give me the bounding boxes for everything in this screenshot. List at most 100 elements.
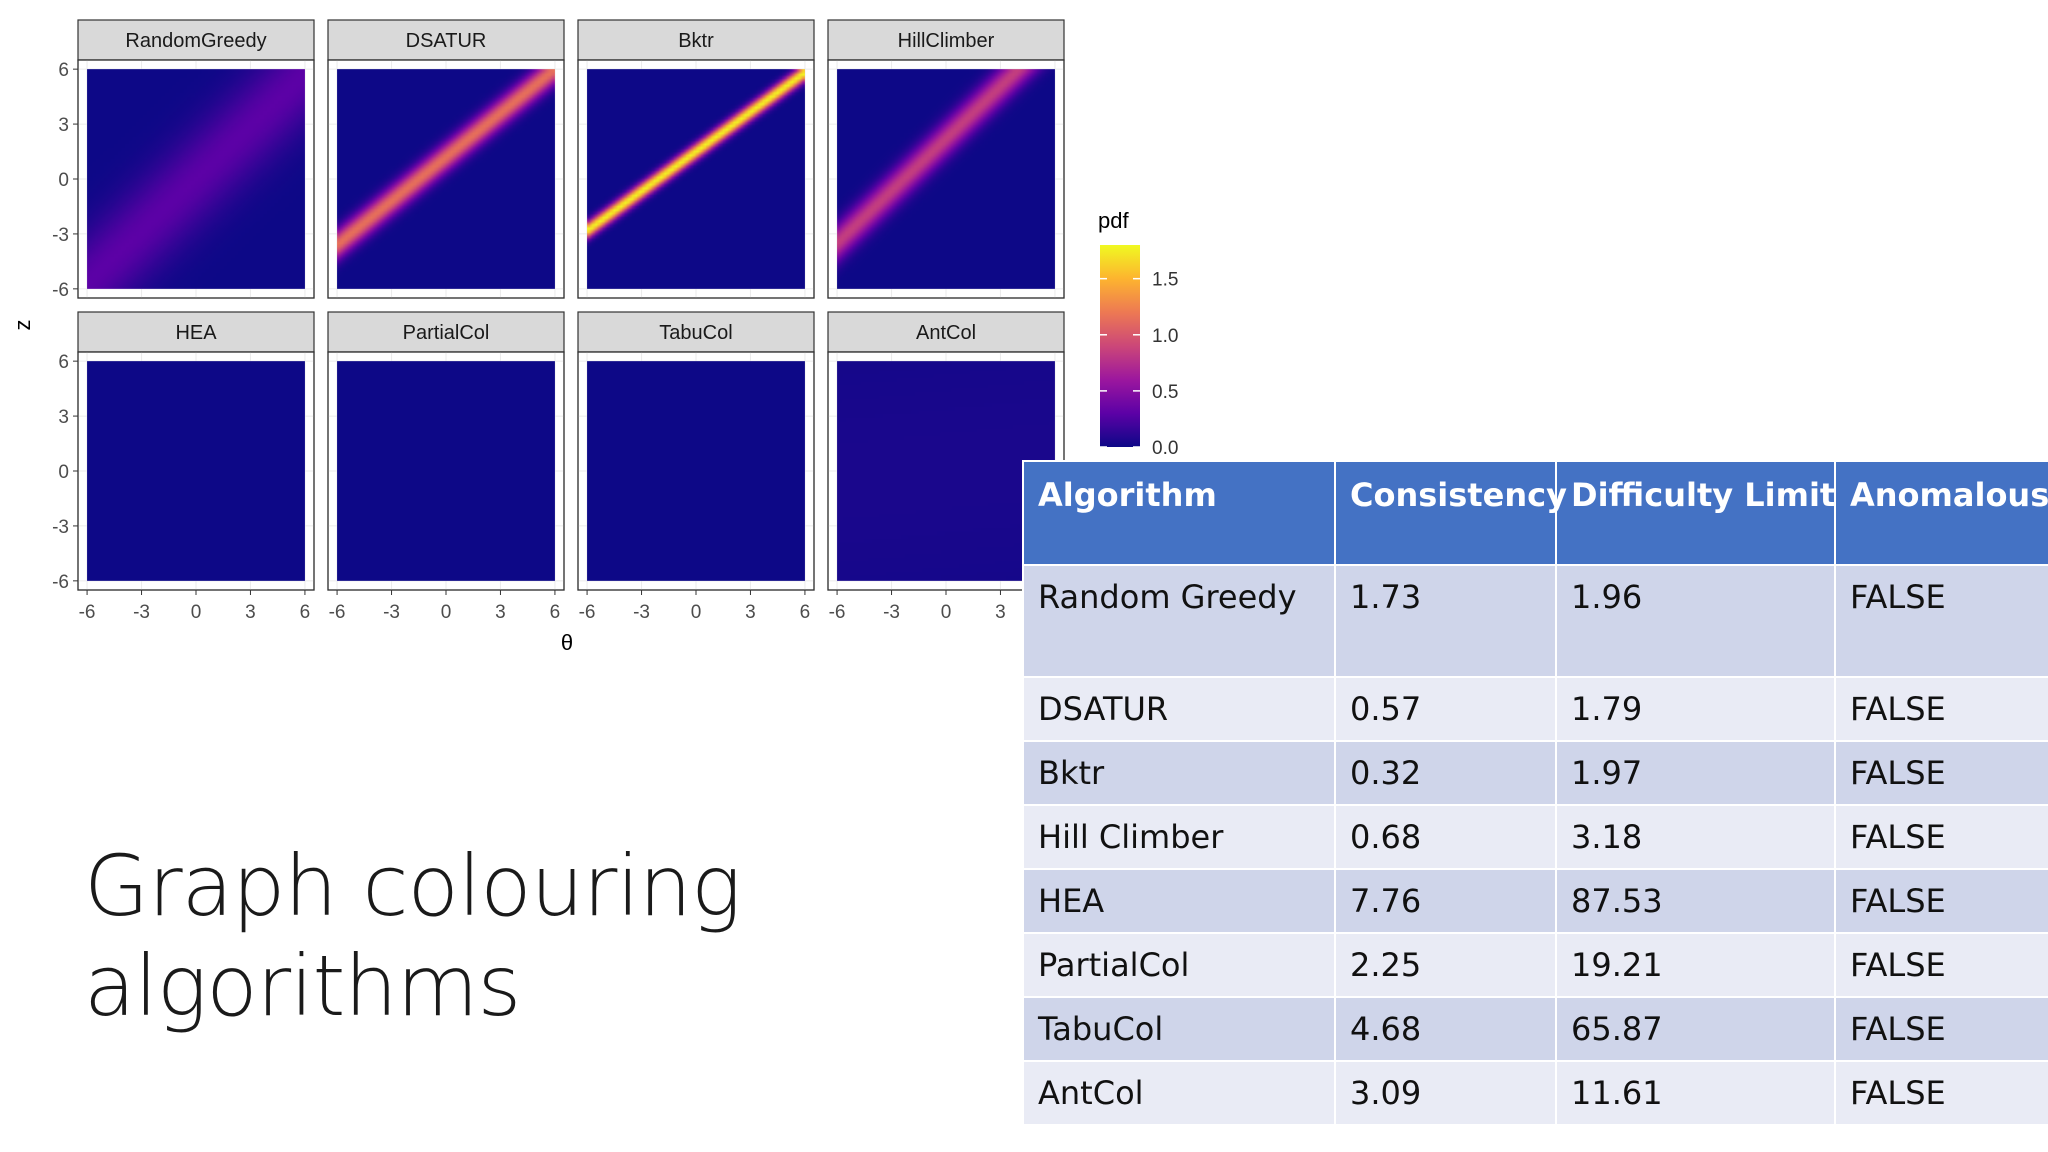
- y-tick-label: -3: [52, 517, 69, 538]
- x-tick-label: 6: [300, 602, 311, 623]
- x-tick-label: -6: [329, 602, 346, 623]
- table-cell: 4.68: [1334, 996, 1557, 1062]
- table-row: AntCol 3.09 11.61 FALSE: [1022, 1060, 2048, 1126]
- table-cell: 0.57: [1334, 676, 1557, 742]
- table-cell: 7.76: [1334, 868, 1557, 934]
- facet-strip-label: HillClimber: [898, 30, 995, 52]
- y-tick-label: 3: [58, 407, 69, 428]
- facet-strip-label: RandomGreedy: [125, 30, 266, 52]
- slide-title: Graph colouring algorithms: [84, 837, 741, 1035]
- table-cell: 2.25: [1334, 932, 1557, 998]
- facet-strip: [77, 311, 315, 353]
- legend-tick-label: 0.5: [1152, 382, 1178, 403]
- table-cell: 0.32: [1334, 740, 1557, 806]
- heatmap-raster: [87, 361, 305, 581]
- table-header-cell: Consistency: [1334, 460, 1567, 566]
- table-cell: FALSE: [1834, 932, 2048, 998]
- y-tick-label: -6: [52, 280, 69, 301]
- legend-title: pdf: [1098, 208, 1129, 233]
- y-tick-label: 6: [58, 60, 69, 81]
- x-tick-label: -3: [383, 602, 400, 623]
- table-cell: HEA: [1022, 868, 1336, 934]
- x-tick-label: 3: [245, 602, 256, 623]
- x-tick-label: 3: [495, 602, 506, 623]
- x-axis-title: θ: [561, 630, 573, 655]
- x-tick-label: -6: [79, 602, 96, 623]
- table-header-cell: Anomalous: [1834, 460, 2048, 566]
- y-tick-label: 3: [58, 115, 69, 136]
- heatmap-raster: [87, 69, 305, 289]
- facet-strip-label: Bktr: [678, 30, 714, 52]
- table-cell: FALSE: [1834, 996, 2048, 1062]
- table-cell: 1.96: [1555, 564, 1836, 678]
- y-tick-label: 6: [58, 352, 69, 373]
- table-cell: FALSE: [1834, 1060, 2048, 1126]
- table-cell: Hill Climber: [1022, 804, 1336, 870]
- x-tick-label: -3: [633, 602, 650, 623]
- heatmap-raster: [837, 361, 1055, 581]
- table-cell: 0.68: [1334, 804, 1557, 870]
- table-row: DSATUR 0.57 1.79 FALSE: [1022, 676, 2048, 742]
- table-cell: 11.61: [1555, 1060, 1836, 1126]
- table-cell: 19.21: [1555, 932, 1836, 998]
- table-cell: FALSE: [1834, 564, 2048, 678]
- table-cell: 3.18: [1555, 804, 1836, 870]
- facet-strip-label: PartialCol: [403, 322, 490, 344]
- heatmap-raster: [587, 69, 805, 289]
- facet-strip-label: AntCol: [916, 322, 976, 344]
- facet-strip-label: HEA: [175, 322, 217, 344]
- table-cell: PartialCol: [1022, 932, 1336, 998]
- x-tick-label: -6: [579, 602, 596, 623]
- facet-strip: [577, 311, 815, 353]
- legend-colorbar: [1100, 245, 1140, 447]
- y-tick-label: -3: [52, 225, 69, 246]
- x-tick-label: -3: [133, 602, 150, 623]
- table-row: Hill Climber 0.68 3.18 FALSE: [1022, 804, 2048, 870]
- table-cell: FALSE: [1834, 676, 2048, 742]
- heatmap-raster: [837, 69, 1055, 289]
- table-cell: 65.87: [1555, 996, 1836, 1062]
- table-cell: 3.09: [1334, 1060, 1557, 1126]
- table-cell: DSATUR: [1022, 676, 1336, 742]
- y-tick-label: 0: [58, 170, 69, 191]
- facet-strip-label: DSATUR: [406, 30, 487, 52]
- facet-strip: [827, 19, 1065, 61]
- x-tick-label: 0: [441, 602, 452, 623]
- y-tick-label: -6: [52, 572, 69, 593]
- facet-heatmap-chart: RandomGreedy -6 -3 0 3 6 DSATUR Bktr HillClimber…: [10, 19, 1178, 655]
- facet-strip: [327, 19, 565, 61]
- x-tick-label: 0: [941, 602, 952, 623]
- table-cell: Bktr: [1022, 740, 1336, 806]
- table-cell: AntCol: [1022, 1060, 1336, 1126]
- x-tick-label: -6: [829, 602, 846, 623]
- table-cell: TabuCol: [1022, 996, 1336, 1062]
- y-axis-title: z: [10, 320, 35, 331]
- table-header-cell: Algorithm: [1022, 460, 1336, 566]
- table-cell: FALSE: [1834, 804, 2048, 870]
- table-row: HEA 7.76 87.53 FALSE: [1022, 868, 2048, 934]
- facet-strip: [577, 19, 815, 61]
- y-tick-label: 0: [58, 462, 69, 483]
- x-tick-label: 6: [550, 602, 561, 623]
- x-tick-label: 3: [995, 602, 1006, 623]
- table-row: PartialCol 2.25 19.21 FALSE: [1022, 932, 2048, 998]
- x-tick-label: 0: [691, 602, 702, 623]
- table-cell: 1.97: [1555, 740, 1836, 806]
- table-cell: FALSE: [1834, 868, 2048, 934]
- table-row: Random Greedy 1.73 1.96 FALSE: [1022, 564, 2048, 678]
- heatmap-raster: [337, 69, 555, 289]
- results-table: Algorithm Consistency Difficulty Limit Anom…: [1022, 460, 2048, 1126]
- x-tick-label: 6: [800, 602, 811, 623]
- heatmap-raster: [587, 361, 805, 581]
- legend-tick-label: 0.0: [1152, 438, 1178, 459]
- x-tick-label: -3: [883, 602, 900, 623]
- legend-tick-label: 1.5: [1152, 270, 1178, 291]
- table-cell: Random Greedy: [1022, 564, 1336, 678]
- x-tick-label: 0: [191, 602, 202, 623]
- heatmap-raster: [337, 361, 555, 581]
- table-cell: FALSE: [1834, 740, 2048, 806]
- table-row: TabuCol 4.68 65.87 FALSE: [1022, 996, 2048, 1062]
- table-cell: 87.53: [1555, 868, 1836, 934]
- x-tick-label: 3: [745, 602, 756, 623]
